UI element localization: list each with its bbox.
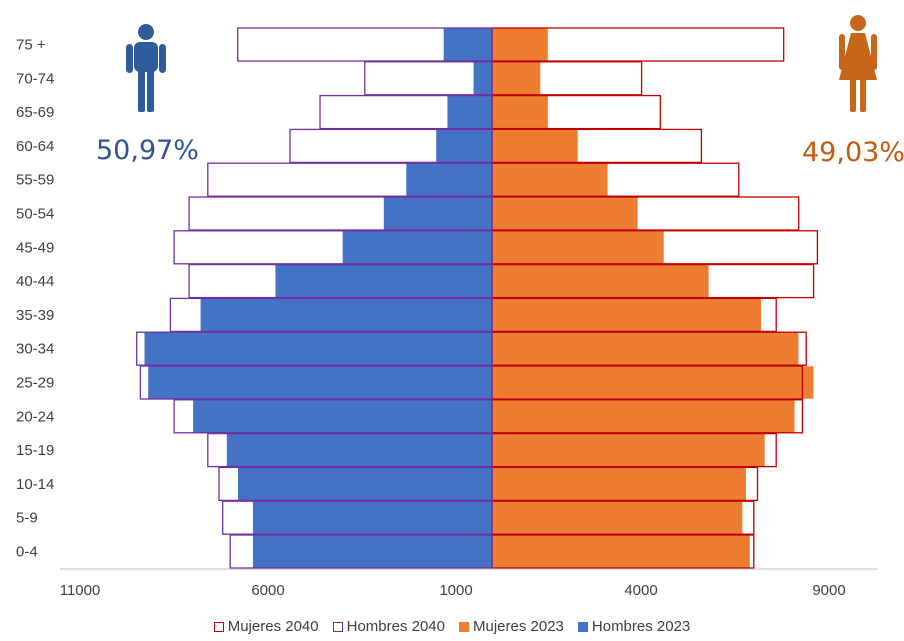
bar-hombres-2023-40-44 [274, 264, 493, 298]
legend-swatch [459, 621, 469, 632]
y-tick-label: 10-14 [16, 476, 54, 493]
bar-hombres-2023-50-54 [383, 196, 493, 231]
male-figure-icon [126, 24, 166, 112]
legend: Mujeres 2040 Hombres 2040 Mujeres 2023 Homb… [0, 618, 904, 636]
x-axis: 11000 6000 1000 4000 9000 [60, 568, 878, 599]
y-tick-label: 35-39 [16, 307, 54, 324]
bar-hombres-2023-25-29 [147, 365, 493, 400]
bar-hombres-2040-15-19 [207, 432, 493, 468]
bar-mujeres-2023-70-74 [491, 61, 541, 96]
x-tick-label: 6000 [251, 582, 284, 599]
bar-hombres-2023-10-14 [237, 467, 493, 501]
bar-mujeres-2023-5-9 [491, 500, 743, 535]
legend-item-mujeres-2040: Mujeres 2040 [213, 618, 319, 635]
bar-hombres-2040-40-44 [188, 263, 493, 299]
bar-hombres-2040-60-64 [289, 128, 493, 164]
y-axis-labels: 0-4 5-9 10-14 15-19 20-24 25-29 30-34 35-39 40-4… [16, 37, 54, 561]
bar-hombres-2023-45-49 [342, 230, 493, 265]
bar-mujeres-2023-60-64 [491, 129, 579, 163]
bar-hombres-2023-35-39 [200, 298, 493, 332]
female-figure-icon [839, 15, 877, 112]
x-tick-label: 1000 [439, 582, 472, 599]
legend-label: Hombres 2040 [346, 618, 445, 635]
legend-item-hombres-2023: Hombres 2023 [577, 618, 691, 635]
y-tick-label: 50-54 [16, 206, 54, 223]
bar-mujeres-2023-0-4 [491, 534, 751, 569]
bar-hombres-2023-0-4 [252, 534, 493, 569]
x-tick-label: 11000 [60, 582, 101, 599]
y-tick-label: 5-9 [16, 510, 38, 527]
bar-mujeres-2023-45-49 [491, 230, 665, 265]
bar-hombres-2023-5-9 [252, 500, 493, 535]
bar-hombres-2040-45-49 [173, 230, 493, 265]
bar-hombres-2023-70-74 [472, 61, 493, 96]
bar-mujeres-2023-55-59 [491, 162, 609, 197]
legend-item-hombres-2040: Hombres 2040 [332, 618, 445, 635]
y-tick-label: 55-59 [16, 172, 54, 189]
bar-hombres-2023-65-69 [446, 95, 493, 129]
bar-mujeres-2023-10-14 [491, 467, 747, 501]
bar-hombres-2040-50-54 [188, 196, 493, 231]
bar-mujeres-2023-75- [491, 27, 549, 62]
x-tick-label: 4000 [624, 582, 657, 599]
y-tick-label: 15-19 [16, 442, 54, 459]
y-tick-label: 45-49 [16, 239, 54, 256]
legend-label: Mujeres 2040 [227, 618, 319, 635]
y-tick-label: 40-44 [16, 273, 54, 290]
population-pyramid-chart: 0-4 5-9 10-14 15-19 20-24 25-29 30-34 35-39 40-4… [16, 15, 904, 599]
bar-hombres-2040-0-4 [229, 534, 493, 569]
bar-hombres-2040-75- [237, 27, 493, 62]
y-tick-label: 75 + [16, 37, 46, 54]
legend-swatch [213, 621, 224, 632]
bar-hombres-2023-30-34 [143, 331, 493, 366]
bar-mujeres-2023-20-24 [491, 399, 796, 434]
bar-hombres-2023-60-64 [435, 129, 493, 163]
legend-swatch [332, 621, 343, 632]
legend-label: Mujeres 2023 [473, 618, 564, 635]
bar-hombres-2023-55-59 [405, 162, 493, 197]
bar-hombres-2040-10-14 [218, 466, 493, 502]
male-share-label: 50,97% [96, 135, 199, 166]
bar-hombres-2040-25-29 [139, 365, 493, 400]
y-tick-label: 25-29 [16, 375, 54, 392]
y-tick-label: 30-34 [16, 341, 54, 358]
bar-mujeres-2023-30-34 [491, 331, 800, 366]
bar-hombres-2040-65-69 [319, 94, 493, 130]
bar-hombres-2040-70-74 [364, 61, 493, 96]
x-tick-label: 9000 [812, 582, 845, 599]
bar-hombres-2040-30-34 [136, 331, 493, 366]
y-tick-label: 60-64 [16, 138, 54, 155]
legend-item-mujeres-2023: Mujeres 2023 [459, 618, 564, 635]
bar-mujeres-2023-15-19 [491, 433, 766, 467]
bar-hombres-2023-75- [443, 27, 493, 62]
female-share-label: 49,03% [802, 137, 904, 168]
y-tick-label: 65-69 [16, 104, 54, 121]
bar-mujeres-2023-35-39 [491, 298, 762, 332]
bar-mujeres-2023-50-54 [491, 196, 639, 231]
y-tick-label: 0-4 [16, 544, 38, 561]
bar-hombres-2040-5-9 [222, 500, 493, 535]
legend-swatch [577, 621, 588, 632]
bar-hombres-2023-20-24 [192, 399, 493, 434]
legend-label: Hombres 2023 [591, 618, 691, 635]
bar-hombres-2023-15-19 [226, 433, 493, 467]
bar-hombres-2040-55-59 [207, 162, 493, 197]
bar-hombres-2040-20-24 [173, 399, 493, 434]
bar-mujeres-2023-40-44 [491, 264, 710, 298]
y-tick-label: 20-24 [16, 408, 54, 425]
bar-marks [136, 27, 819, 569]
bar-hombres-2040-35-39 [169, 297, 493, 333]
bar-mujeres-2023-65-69 [491, 95, 549, 129]
y-tick-label: 70-74 [16, 70, 54, 87]
bar-mujeres-2023-25-29 [491, 365, 814, 400]
